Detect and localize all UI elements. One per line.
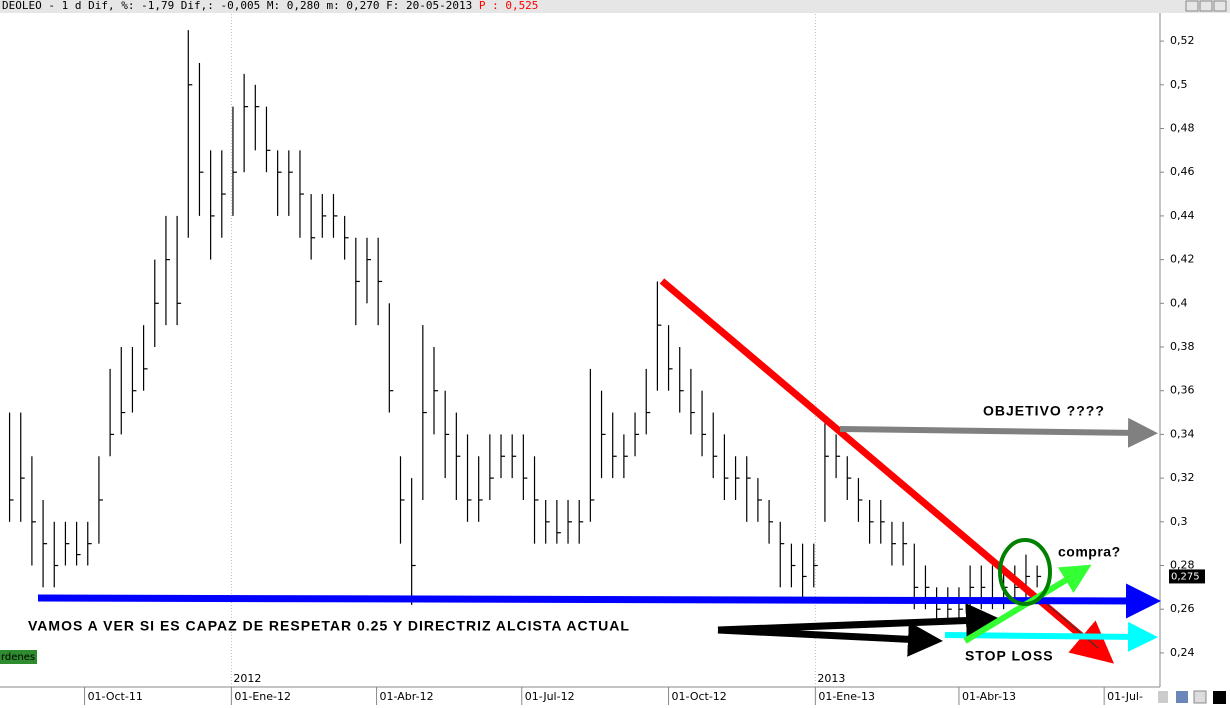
annotation: VAMOS A VER SI ES CAPAZ DE RESPETAR 0.25…	[28, 618, 630, 634]
price-bars	[8, 14, 1042, 687]
x-tick-label: 01-Jul-	[1107, 690, 1143, 703]
last-price-box	[1169, 569, 1205, 584]
header-price: P : 0,525	[479, 0, 539, 12]
window-buttons[interactable]	[1185, 0, 1227, 12]
x-tick-label: 01-Ene-12	[234, 690, 291, 703]
y-tick-label: 0,36	[1170, 384, 1195, 397]
y-tick-label: 0,52	[1170, 34, 1195, 47]
header: DEOLEO - 1 d Dif, %: -1,79 Dif,: -0,005 …	[2, 0, 538, 12]
header-text: DEOLEO - 1 d Dif, %: -1,79 Dif,: -0,005 …	[2, 0, 472, 12]
pointer-arrow	[717, 603, 1001, 639]
x-tick-label: 01-Ene-13	[818, 690, 875, 703]
x-tick-label: 01-Jul-12	[525, 690, 575, 703]
y-tick-label: 0,26	[1170, 602, 1195, 615]
target-line	[839, 417, 1158, 448]
annotation: compra?	[1058, 544, 1121, 560]
y-tick-label: 0,3	[1170, 515, 1188, 528]
toolbar-icons[interactable]	[1158, 690, 1226, 704]
pointer-arrow	[717, 621, 943, 657]
support-line	[37, 583, 1161, 619]
orders-label[interactable]: rdenes	[1, 652, 35, 663]
x-tick-label: 01-Abr-13	[962, 690, 1016, 703]
x-tick-label: 01-Oct-12	[672, 690, 727, 703]
year-label: 2012	[233, 672, 261, 685]
y-tick-label: 0,32	[1170, 471, 1195, 484]
header-bar	[0, 0, 1230, 13]
y-tick-label: 0,34	[1170, 427, 1195, 440]
y-tick-label: 0,4	[1170, 296, 1188, 309]
y-tick-label: 0,46	[1170, 165, 1195, 178]
y-tick-label: 0,38	[1170, 340, 1195, 353]
thin-line	[1039, 597, 1099, 649]
annotation: OBJETIVO ????	[983, 403, 1105, 419]
down-trendline	[659, 278, 1115, 664]
buy-arrow	[963, 564, 1092, 644]
x-tick-label: 01-Abr-12	[380, 690, 434, 703]
orders-tab[interactable]	[0, 650, 37, 664]
x-tick-label: 01-Oct-11	[88, 690, 143, 703]
buy-circle	[998, 538, 1052, 606]
last-price-label: 0,275	[1171, 571, 1200, 582]
y-tick-label: 0,44	[1170, 209, 1195, 222]
y-tick-label: 0,42	[1170, 253, 1195, 266]
year-label: 2013	[817, 672, 845, 685]
y-tick-label: 0,28	[1170, 559, 1195, 572]
y-tick-label: 0,48	[1170, 121, 1195, 134]
y-tick-label: 0,5	[1170, 78, 1188, 91]
y-tick-label: 0,24	[1170, 646, 1195, 659]
annotation: STOP LOSS	[965, 648, 1054, 664]
